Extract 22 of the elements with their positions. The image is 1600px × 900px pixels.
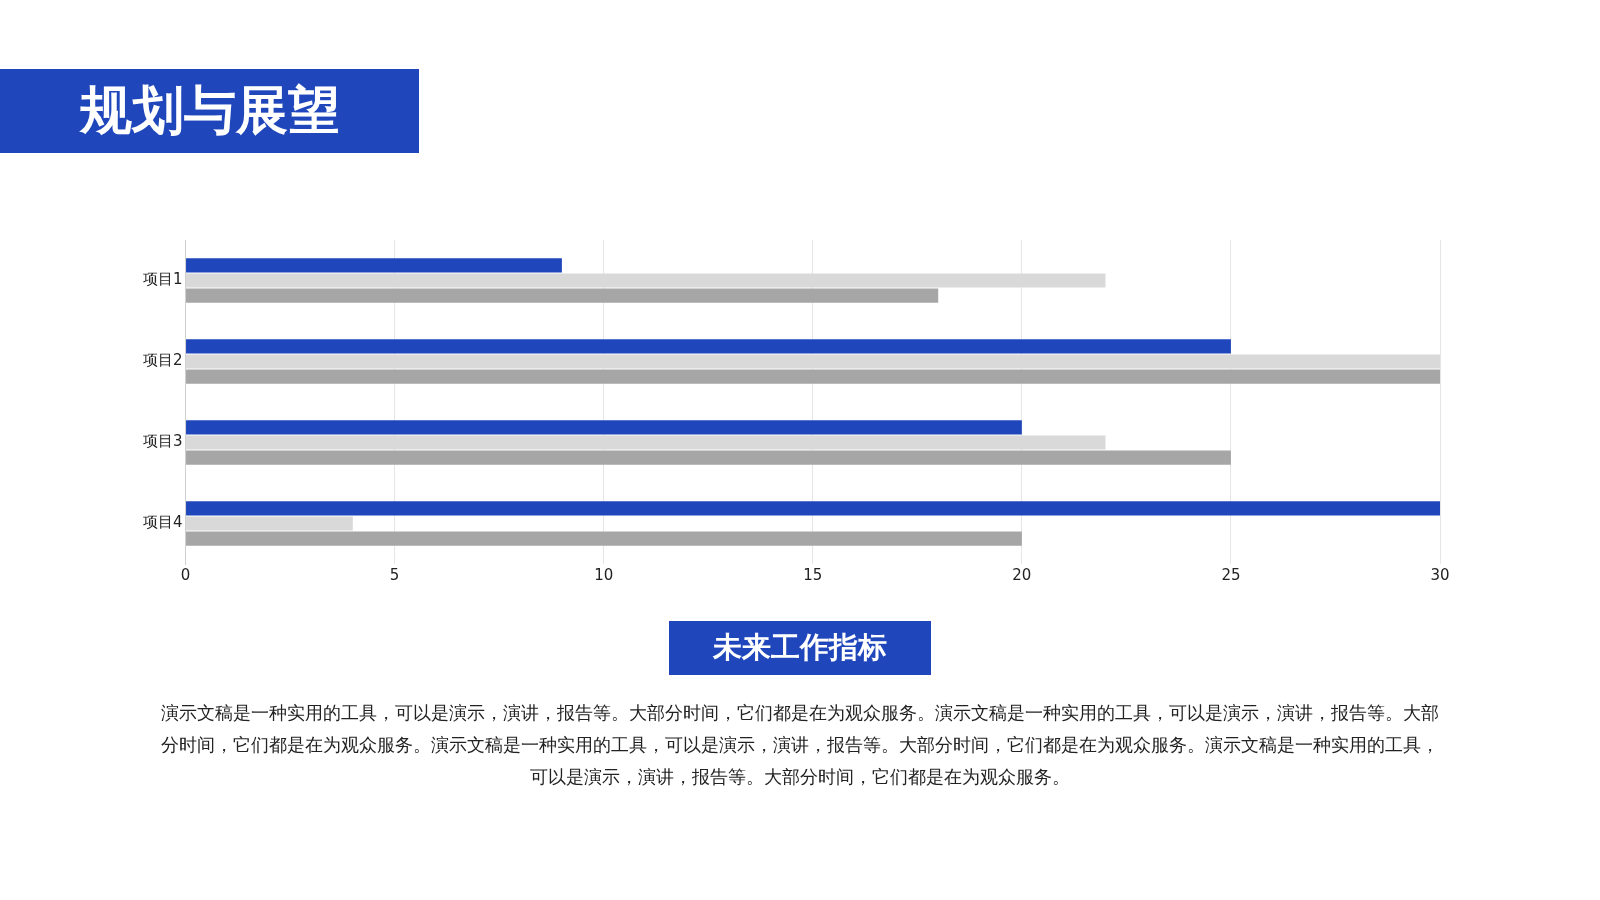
y-tick-label: 项目2 (143, 351, 183, 370)
bar (186, 450, 1231, 465)
x-tick-label: 30 (1430, 565, 1450, 584)
bar (186, 501, 1440, 516)
y-tick-label: 项目4 (143, 513, 183, 532)
bar (186, 369, 1440, 384)
x-tick-label: 15 (803, 565, 823, 584)
x-tick-label: 5 (389, 565, 400, 584)
bar (186, 339, 1231, 354)
x-tick-label: 20 (1012, 565, 1032, 584)
text: 未来工作指标 (669, 621, 931, 675)
bar (186, 420, 1022, 435)
chart-title: 规划与展望 (0, 69, 419, 153)
bar (186, 258, 562, 273)
y-tick-label: 项目3 (143, 432, 183, 451)
x-tick-label: 0 (180, 565, 191, 584)
x-tick-label: 10 (594, 565, 614, 584)
bar (186, 531, 1022, 546)
x-tick-label: 25 (1221, 565, 1241, 584)
bar (186, 288, 939, 303)
text: 演示文稿是一种实用的工具，可以是演示，演讲，报告等。大部分时间，它们都是在为观众服务。演示文稿是一种实用的工具，可以是演示，演讲，报告等。大部分时间，它们都是在为观众服务。演示文稿是一种实用的工具，可以是演示，演讲，报告等。大部分时间，它们都是在为观众服务。演示文稿是一种实用的工具，可以是演示，演讲，报告等。大部分时间，它们都是在为观众服务。 (160, 702, 1440, 789)
y-tick-label: 项目1 (143, 270, 183, 289)
